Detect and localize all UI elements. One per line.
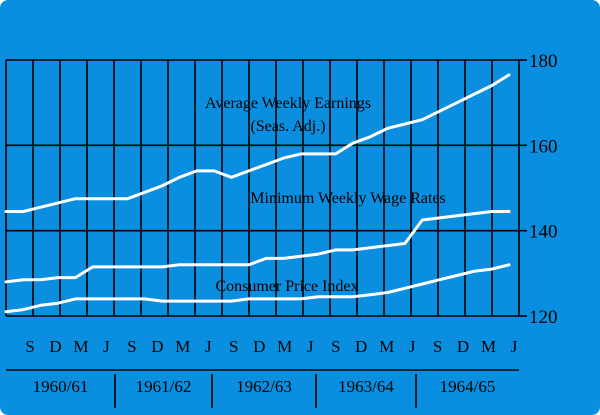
grid xyxy=(5,59,520,317)
series-label-earnings-line1: Average Weekly Earnings xyxy=(205,95,371,112)
series-labels: Average Weekly Earnings (Seas. Adj.) Min… xyxy=(205,95,446,295)
x-tick-label: M xyxy=(73,337,88,356)
series-label-cpi: Consumer Price Index xyxy=(215,278,358,295)
series-line-cpi xyxy=(4,263,511,314)
x-tick-label: S xyxy=(25,337,34,356)
x-tick-label: M xyxy=(481,337,496,356)
series-line-wages xyxy=(4,210,511,284)
series-label-wages: Minimum Weekly Wage Rates xyxy=(250,190,445,207)
x-year-label: 1962/63 xyxy=(236,377,292,396)
x-tick-label: S xyxy=(229,337,238,356)
series-label-earnings-line2: (Seas. Adj.) xyxy=(250,118,325,135)
x-tick-label: J xyxy=(205,337,212,356)
x-tick-label: D xyxy=(355,337,367,356)
x-tick-label: D xyxy=(151,337,163,356)
y-tick-label: 160 xyxy=(529,136,558,157)
series-line-earnings xyxy=(4,73,511,213)
x-tick-label: S xyxy=(331,337,340,356)
x-tick-label: S xyxy=(433,337,442,356)
x-tick-label: J xyxy=(409,337,416,356)
x-tick-label: M xyxy=(175,337,190,356)
x-tick-label: J xyxy=(307,337,314,356)
y-tick-label: 180 xyxy=(529,51,558,72)
x-tick-label: S xyxy=(127,337,136,356)
x-tick-label: M xyxy=(277,337,292,356)
x-tick-label: D xyxy=(457,337,469,356)
x-tick-label: D xyxy=(49,337,61,356)
y-tick-label: 140 xyxy=(529,222,558,243)
x-year-label: 1960/61 xyxy=(33,377,89,396)
x-year-label: 1964/65 xyxy=(440,377,496,396)
y-axis: 120 140 160 180 xyxy=(519,51,558,328)
x-tick-label: J xyxy=(511,337,518,356)
x-year-label: 1961/62 xyxy=(136,377,192,396)
x-tick-label: M xyxy=(379,337,394,356)
x-tick-label: D xyxy=(253,337,265,356)
x-year-label: 1963/64 xyxy=(338,377,394,396)
y-tick-label: 120 xyxy=(529,307,558,328)
x-tick-label: J xyxy=(103,337,110,356)
series-layer xyxy=(4,73,511,314)
